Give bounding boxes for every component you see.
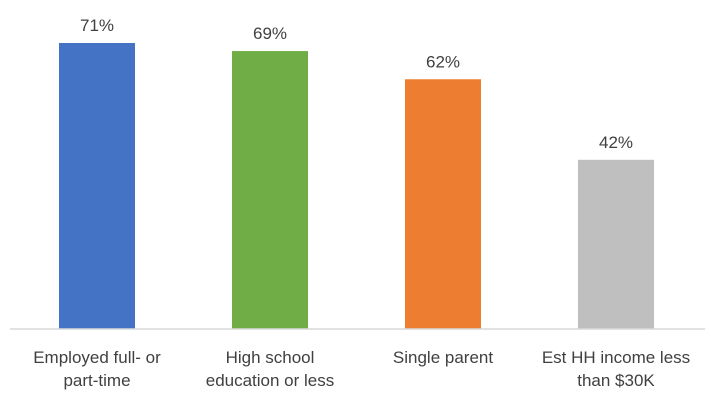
category-label-line: Employed full- or [33,348,161,367]
category-label-1: Employed full- or part-time [33,348,161,390]
bar-4 [578,159,654,329]
category-labels-group: Employed full- or part-time High school edu… [33,348,690,390]
category-label-line: High school [226,348,315,367]
category-label-line: than $30K [577,371,655,390]
data-label-4: 42% [599,133,633,152]
bar-2 [232,51,308,330]
category-label-4: Est HH income less than $30K [542,348,690,390]
category-label-line: Est HH income less [542,348,690,367]
data-label-3: 62% [426,52,460,71]
bar-3 [405,79,481,329]
category-label-line: part-time [63,371,130,390]
category-label-2: High school education or less [206,348,335,390]
data-label-2: 69% [253,24,287,43]
data-label-1: 71% [80,16,114,35]
bar-1 [59,43,135,329]
data-labels-group: 71% 69% 62% 42% [80,16,633,152]
category-label-3: Single parent [393,348,493,367]
category-label-line: education or less [206,371,335,390]
bars-group [59,43,654,330]
category-label-line: Single parent [393,348,493,367]
